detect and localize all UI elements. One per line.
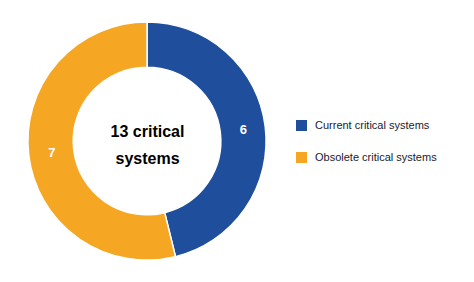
svg-text:6: 6 (240, 122, 247, 137)
html-text:Obsolete critical systems: Obsolete critical systems (315, 151, 437, 163)
svg-text:systems: systems (115, 150, 179, 167)
svg-text:7: 7 (48, 145, 55, 160)
html-text:Current critical systems: Current critical systems (315, 119, 430, 131)
svg-text:13 critical: 13 critical (111, 123, 185, 140)
